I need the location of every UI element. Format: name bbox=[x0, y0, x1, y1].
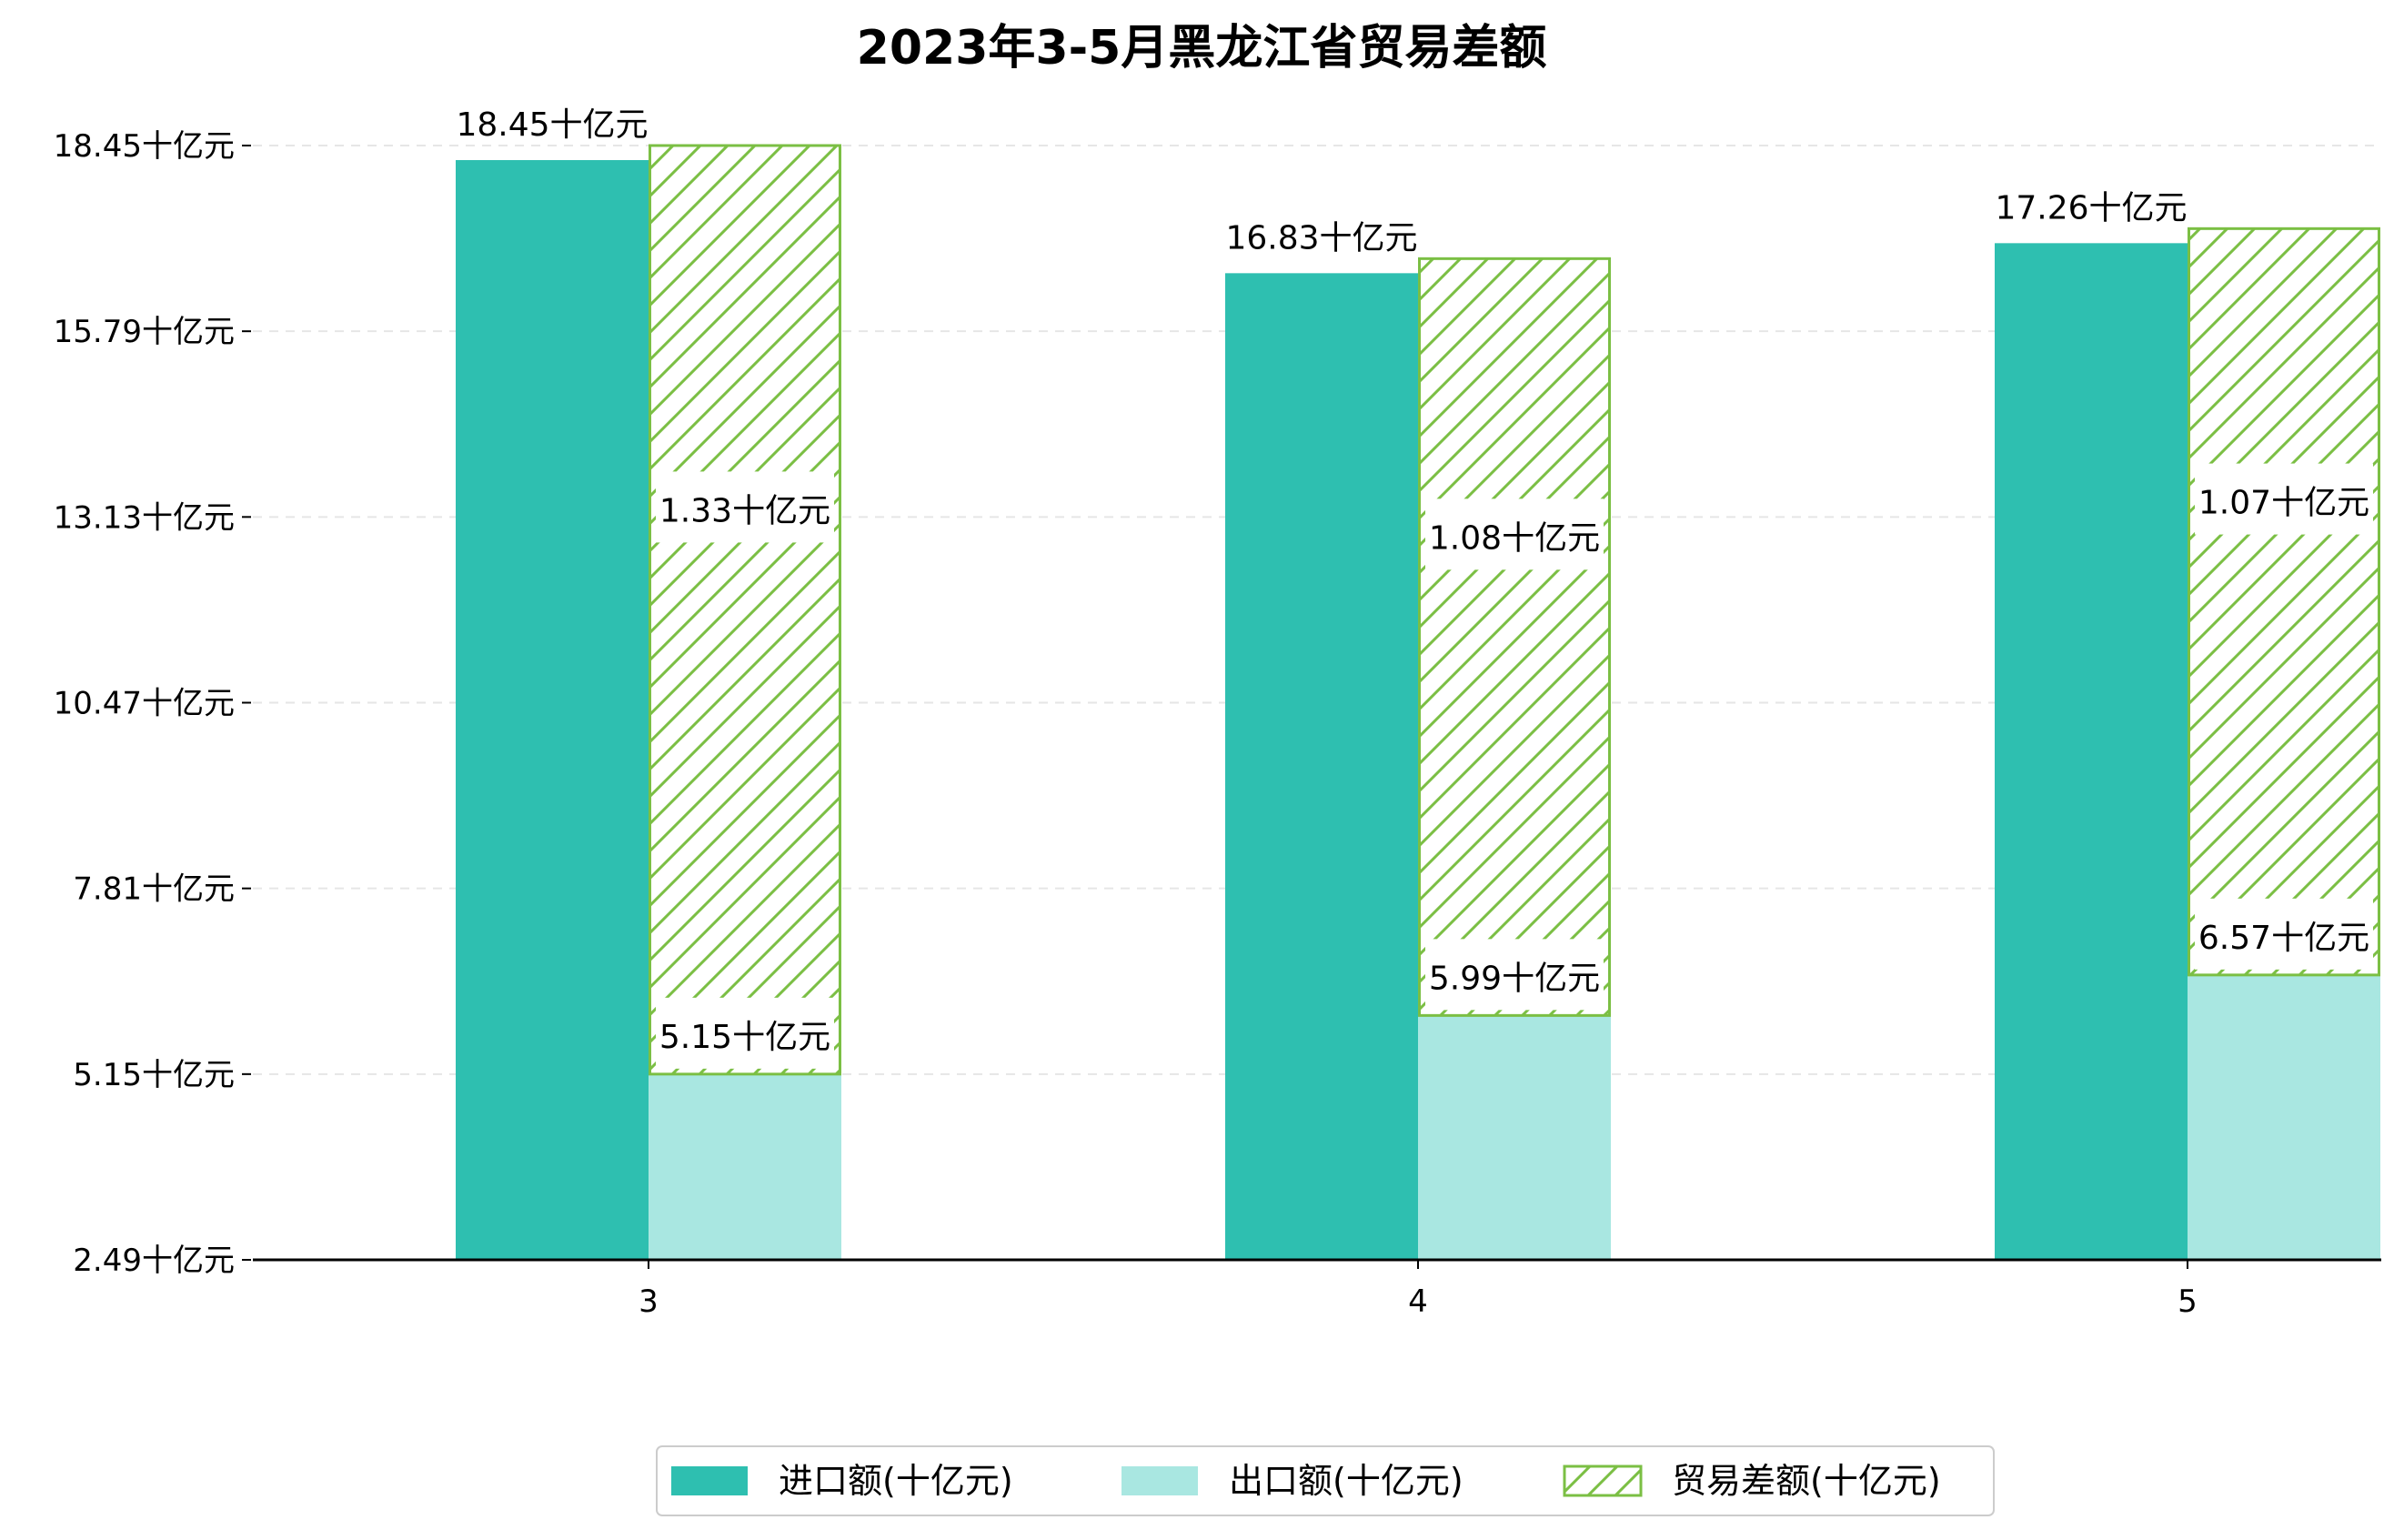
export-bar bbox=[1418, 1015, 1611, 1260]
chart-legend: 进口额(十亿元) 出口额(十亿元) 贸易差额(十亿元) bbox=[656, 1445, 1995, 1516]
y-tick-label: 10.47十亿元 bbox=[54, 686, 235, 722]
data-label: 6.57十亿元 bbox=[2198, 920, 2369, 957]
legend-label: 贸易差额(十亿元) bbox=[1672, 1461, 1941, 1501]
y-tick-label: 5.15十亿元 bbox=[73, 1057, 235, 1093]
legend-swatch bbox=[1122, 1466, 1198, 1495]
x-tick-label: 4 bbox=[1408, 1283, 1428, 1320]
data-label: 5.15十亿元 bbox=[659, 1019, 830, 1056]
legend-box bbox=[656, 1445, 1995, 1516]
data-label-box bbox=[2195, 463, 2373, 535]
data-label: 5.99十亿元 bbox=[1429, 960, 1600, 997]
export-bar bbox=[649, 1073, 841, 1260]
y-tick-label: 13.13十亿元 bbox=[54, 499, 235, 536]
data-labels-layer: 18.45十亿元 5.15十亿元 1.33十亿元 16.83十亿元 5.99十亿元 1.0… bbox=[456, 106, 2373, 1069]
data-label-box bbox=[1425, 939, 1604, 1011]
y-tick-label: 7.81十亿元 bbox=[73, 871, 235, 908]
x-tick-label: 3 bbox=[639, 1283, 659, 1320]
export-bar bbox=[2188, 974, 2380, 1260]
trade-balance-bar bbox=[2188, 226, 2380, 977]
legend-label: 出口额(十亿元) bbox=[1229, 1461, 1464, 1501]
legend-label: 进口额(十亿元) bbox=[779, 1461, 1013, 1501]
data-label: 1.08十亿元 bbox=[1429, 519, 1600, 557]
axes-layer: 2.49十亿元 5.15十亿元 7.81十亿元 10.47十亿元 13.13十亿元 15.… bbox=[54, 128, 2381, 1320]
y-tick-label: 15.79十亿元 bbox=[54, 314, 235, 350]
data-label: 16.83十亿元 bbox=[1225, 219, 1417, 257]
data-label-box bbox=[1425, 498, 1604, 570]
data-label: 18.45十亿元 bbox=[456, 106, 648, 144]
trade-balance-bar bbox=[649, 144, 841, 1076]
import-bar bbox=[1995, 243, 2188, 1261]
legend-swatch bbox=[1563, 1465, 1643, 1497]
legend-swatch bbox=[671, 1466, 748, 1495]
data-label-box bbox=[656, 997, 834, 1069]
bars-layer bbox=[456, 144, 2380, 1261]
x-tick-label: 5 bbox=[2178, 1283, 2198, 1320]
data-label: 17.26十亿元 bbox=[1995, 189, 2187, 226]
trade-balance-bar bbox=[1418, 257, 1611, 1017]
y-tick-label: 2.49十亿元 bbox=[73, 1243, 235, 1279]
import-bar bbox=[456, 160, 649, 1260]
import-bar bbox=[1225, 273, 1418, 1261]
y-tick-label: 18.45十亿元 bbox=[54, 128, 235, 165]
chart-title: 2023年3-5月黑龙江省贸易差额 bbox=[857, 21, 1547, 75]
data-label: 1.07十亿元 bbox=[2198, 485, 2369, 522]
data-label-box bbox=[656, 471, 834, 543]
data-label: 1.33十亿元 bbox=[659, 492, 830, 529]
data-label-box bbox=[2195, 898, 2373, 970]
